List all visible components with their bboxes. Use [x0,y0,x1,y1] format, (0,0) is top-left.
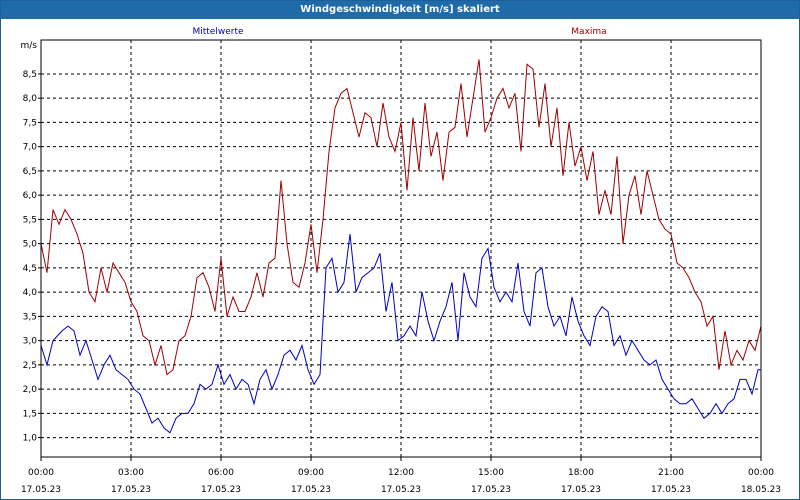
x-tick-label-time: 12:00 [388,468,414,478]
x-tick-label-time: 18:00 [568,468,594,478]
y-tick-label: 7,5 [23,118,37,128]
y-tick-label: 2,5 [23,361,37,371]
legend: Mittelwerte Maxima [192,27,606,37]
x-tick-label-time: 09:00 [298,468,324,478]
x-tick-label-time: 21:00 [658,468,684,478]
x-tick-label-date: 17.05.23 [291,485,331,495]
y-tick-label: 6,5 [23,167,37,177]
x-tick-label-time: 00:00 [748,468,774,478]
y-axis-ticks: 1,0 1,5 2,0 2,5 3,0 3,5 4,0 4,5 5,0 5,5 6,0 6,5 7,0 7… [21,41,41,444]
x-tick-label-time: 03:00 [118,468,144,478]
y-tick-label: 8,5 [23,70,37,80]
x-tick-label-time: 06:00 [208,468,234,478]
x-tick-label-date: 17.05.23 [21,485,61,495]
grid-lines [41,40,761,457]
y-tick-label: 5,5 [23,215,37,225]
x-tick-label-date: 17.05.23 [471,485,511,495]
y-tick-label: 2,0 [23,385,38,395]
line-chart: 1,0 1,5 2,0 2,5 3,0 3,5 4,0 4,5 5,0 5,5 6,0 6,5 7,0 7… [21,27,782,495]
x-tick-label-date: 18.05.23 [741,485,781,495]
x-tick-label-date: 17.05.23 [111,485,151,495]
x-tick-label-date: 17.05.23 [651,485,691,495]
y-tick-label: 5,0 [23,240,38,250]
y-tick-label: 4,0 [23,288,38,298]
window-title: Windgeschwindigkeit [m/s] skaliert [1,1,799,19]
x-axis-ticks: 00:00 17.05.23 03:00 17.05.23 06:00 17.05.23 0… [21,457,781,495]
series-line-maxima [40,59,762,376]
y-tick-label: 1,0 [23,434,38,444]
x-tick-label-date: 17.05.23 [201,485,241,495]
x-tick-label-date: 17.05.23 [381,485,421,495]
legend-entry-maxima: Maxima [571,27,606,37]
y-tick-label: 3,5 [23,312,37,322]
x-tick-label-time: 00:00 [28,468,54,478]
y-axis-label: m/s [21,41,38,51]
y-tick-label: 3,0 [23,337,38,347]
x-tick-label-time: 15:00 [478,468,504,478]
y-tick-label: 8,0 [23,94,38,104]
y-tick-label: 7,0 [23,143,38,153]
y-tick-label: 4,5 [23,264,37,274]
y-tick-label: 1,5 [23,409,37,419]
series-group [40,59,762,434]
legend-entry-mittelwerte: Mittelwerte [192,27,243,37]
series-line-mittelwerte [40,233,761,434]
x-tick-label-date: 17.05.23 [561,485,601,495]
y-tick-label: 6,0 [23,191,38,201]
